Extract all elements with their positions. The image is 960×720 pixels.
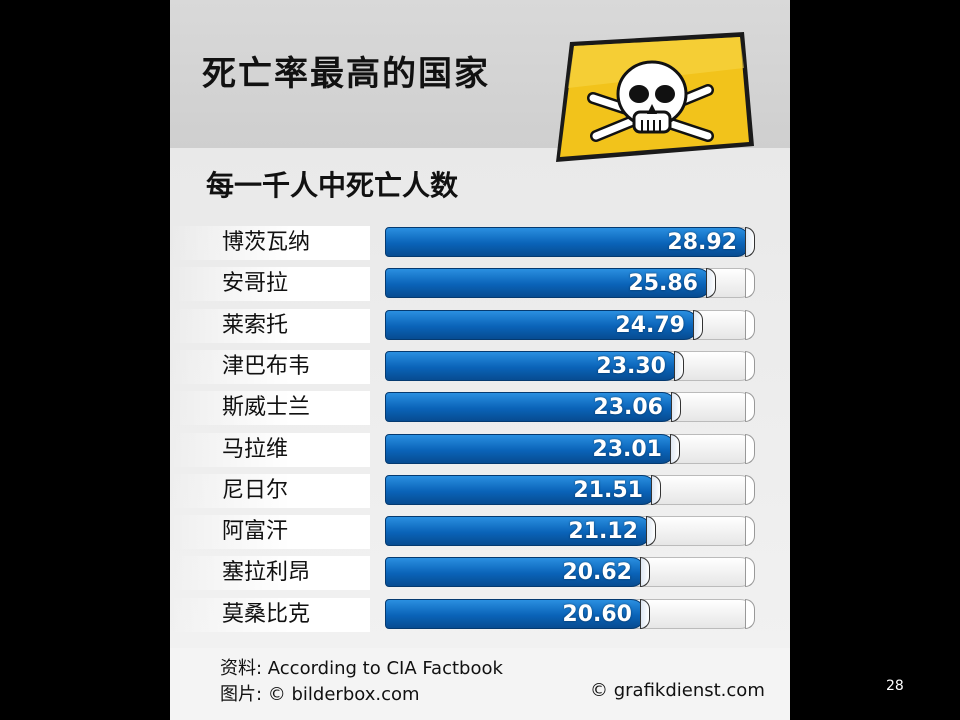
track-end-cap (745, 598, 755, 629)
category-label: 塞拉利昂 (222, 560, 311, 586)
track-end-cap (745, 557, 755, 588)
category-label: 博茨瓦纳 (222, 230, 311, 255)
label-band (170, 515, 370, 550)
label-band (170, 267, 370, 302)
bar-row: 津巴布韦 23.30 (170, 349, 790, 384)
photo-credit: 图片: © bilderbox.com (220, 684, 420, 705)
track-end-cap (745, 474, 755, 505)
category-label: 斯威士兰 (222, 395, 311, 421)
category-label: 津巴布韦 (222, 353, 311, 379)
skull-crossbones-icon (556, 32, 754, 162)
label-band (170, 473, 370, 508)
data-label: 21.51 (573, 477, 643, 503)
bar (385, 433, 676, 464)
bar-row: 塞拉利昂 20.62 (170, 556, 790, 591)
bar-row: 博茨瓦纳 28.92 (170, 226, 790, 260)
bar (385, 516, 652, 547)
data-label: 23.06 (593, 395, 663, 421)
bar (385, 474, 657, 505)
bar (385, 350, 680, 381)
data-label: 28.92 (667, 230, 737, 255)
category-label: 马拉维 (222, 436, 289, 462)
track-end-cap (745, 433, 755, 464)
data-label: 23.01 (592, 436, 662, 462)
bar-end-cap (640, 598, 650, 629)
bar-row: 莫桑比克 20.60 (170, 597, 790, 632)
label-band (170, 308, 370, 343)
label-band (170, 349, 370, 384)
data-label: 20.62 (562, 560, 632, 586)
label-band (170, 432, 370, 467)
bar (385, 268, 712, 299)
label-band (170, 391, 370, 426)
page-number: 28 (886, 678, 904, 694)
label-band (170, 597, 370, 632)
bar (385, 309, 699, 340)
data-label: 25.86 (628, 271, 698, 297)
bar-end-cap (670, 433, 680, 464)
data-label: 20.60 (562, 601, 632, 627)
label-band (170, 226, 370, 260)
bar (385, 557, 646, 588)
graphic-credit: © grafikdienst.com (590, 680, 765, 701)
bar-row: 尼日尔 21.51 (170, 473, 790, 508)
bar-end-cap (745, 227, 755, 257)
bar-row: 莱索托 24.79 (170, 308, 790, 343)
bar-row: 斯威士兰 23.06 (170, 391, 790, 426)
bar-row: 安哥拉 25.86 (170, 267, 790, 302)
infographic-panel: 死亡率最高的国家 每一千人中死亡人数 博茨瓦纳 28.92 安哥拉 25.86 莱索托 2… (170, 0, 790, 720)
footer-band (170, 648, 790, 720)
track-end-cap (745, 516, 755, 547)
track-end-cap (745, 268, 755, 299)
data-label: 24.79 (615, 312, 685, 338)
track-end-cap (745, 350, 755, 381)
bar-end-cap (693, 309, 703, 340)
category-label: 安哥拉 (222, 271, 289, 297)
category-label: 尼日尔 (222, 477, 289, 503)
data-label: 21.12 (568, 519, 638, 545)
category-label: 莱索托 (222, 312, 289, 338)
bar (385, 598, 646, 629)
source-text: 资料: According to CIA Factbook (220, 658, 503, 679)
track-end-cap (745, 309, 755, 340)
bar-row: 阿富汗 21.12 (170, 515, 790, 550)
bar-row: 马拉维 23.01 (170, 432, 790, 467)
track-end-cap (745, 392, 755, 423)
bar (385, 392, 677, 423)
category-label: 阿富汗 (222, 519, 289, 545)
page-title: 死亡率最高的国家 (202, 54, 490, 94)
label-band (170, 556, 370, 591)
data-label: 23.30 (596, 353, 666, 379)
category-label: 莫桑比克 (222, 601, 311, 627)
bar (385, 227, 751, 257)
chart-title: 每一千人中死亡人数 (206, 169, 459, 202)
